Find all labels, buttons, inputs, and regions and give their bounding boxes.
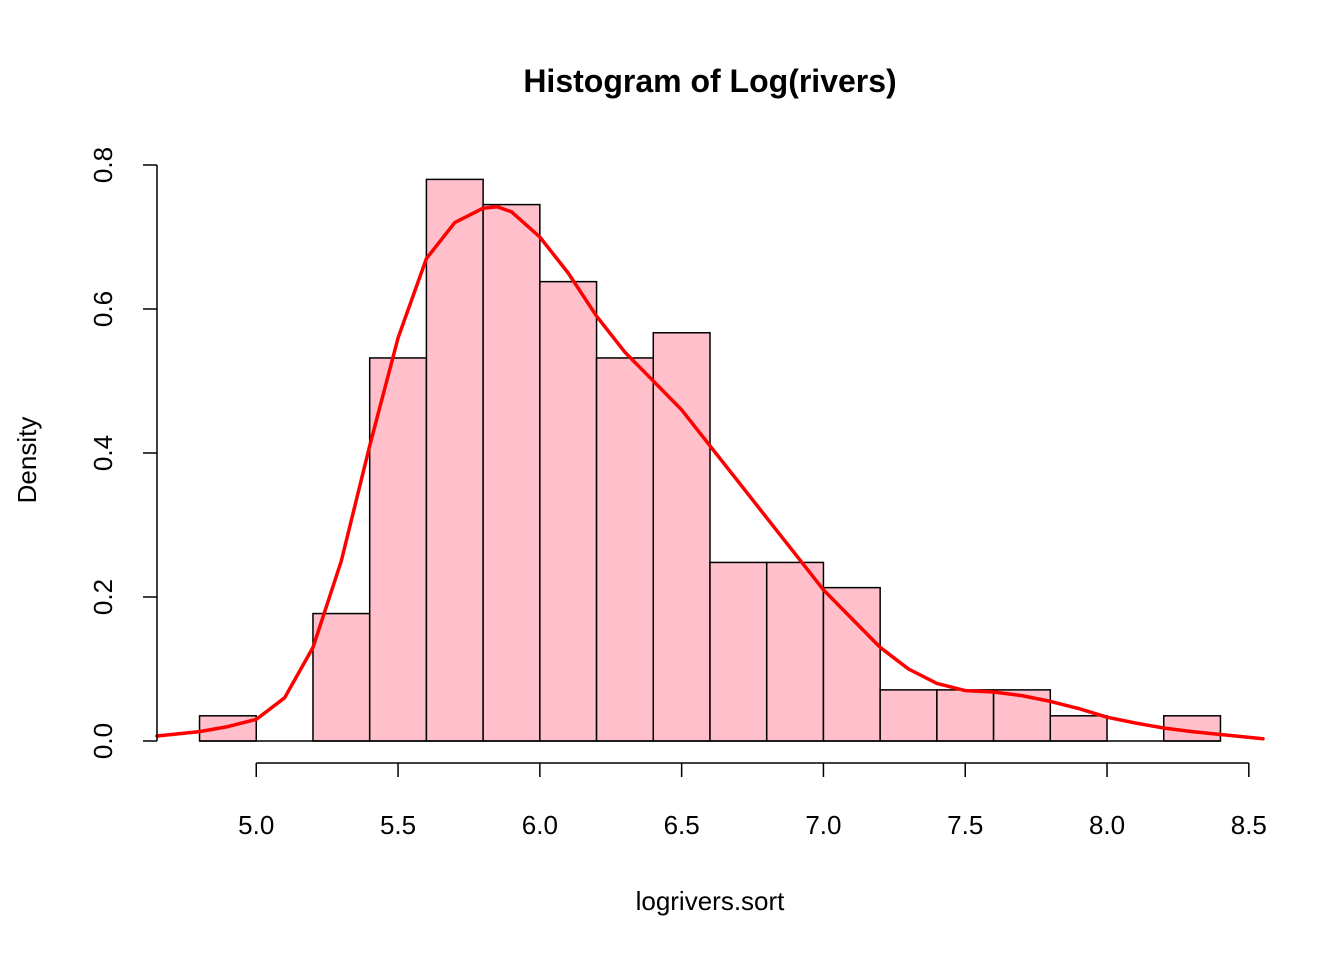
- x-tick-label: 5.5: [380, 810, 416, 840]
- density-curve-layer: [155, 205, 1265, 741]
- x-axis: 5.0 5.5 6.0 6.5 7.0 7.5 8.0 8.5: [238, 762, 1267, 840]
- histogram-bar: [709, 561, 768, 742]
- chart-title: Histogram of Log(rivers): [523, 63, 896, 99]
- histogram-bar: [765, 561, 825, 742]
- histogram-bar: [1049, 715, 1108, 742]
- y-tick-label: 0.0: [88, 723, 118, 759]
- histogram-bar: [539, 280, 598, 742]
- histogram-bar: [936, 689, 995, 742]
- x-tick-label: 6.5: [664, 810, 700, 840]
- histogram-bar: [992, 689, 1052, 742]
- histogram-bars: [198, 178, 1222, 742]
- x-tick-label: 5.0: [238, 810, 274, 840]
- histogram-bar: [425, 178, 484, 742]
- density-curve: [155, 205, 1265, 741]
- x-axis-label: logrivers.sort: [636, 886, 786, 916]
- y-tick-label: 0.6: [88, 291, 118, 327]
- histogram-bar: [482, 203, 541, 742]
- histogram-bar: [312, 612, 371, 742]
- x-tick-label: 7.5: [947, 810, 983, 840]
- y-tick-label: 0.8: [88, 147, 118, 183]
- histogram-bar: [595, 357, 655, 742]
- histogram-bar: [368, 357, 428, 742]
- x-tick-label: 8.0: [1089, 810, 1125, 840]
- x-tick-label: 7.0: [805, 810, 841, 840]
- y-axis: 0.0 0.2 0.4 0.6 0.8: [88, 147, 158, 759]
- y-axis-label: Density: [12, 417, 42, 504]
- histogram-bar: [652, 332, 711, 742]
- y-tick-label: 0.2: [88, 579, 118, 615]
- x-tick-label: 6.0: [522, 810, 558, 840]
- histogram-bar: [822, 586, 881, 742]
- histogram-bar: [879, 689, 938, 742]
- x-tick-label: 8.5: [1231, 810, 1267, 840]
- y-tick-label: 0.4: [88, 435, 118, 471]
